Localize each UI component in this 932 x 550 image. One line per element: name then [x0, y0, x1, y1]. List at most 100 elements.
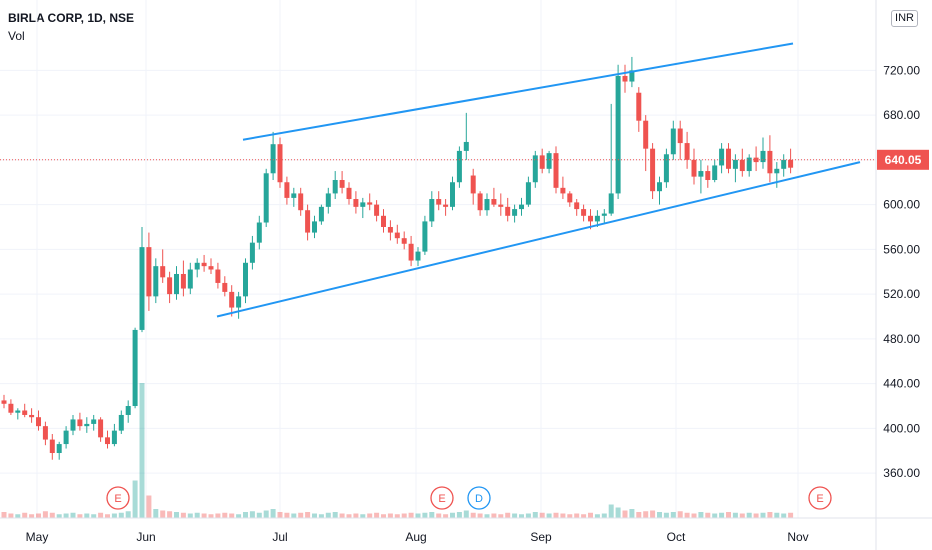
candle-body — [519, 204, 524, 210]
volume-bar — [498, 514, 504, 518]
volume-bar — [670, 512, 676, 518]
volume-bar — [263, 510, 269, 518]
volume-bar — [374, 512, 380, 518]
volume-bar — [470, 512, 476, 518]
candle-body — [567, 193, 573, 203]
candle-body — [132, 329, 138, 407]
candle-body — [263, 173, 269, 223]
candle-body — [91, 419, 97, 424]
candle-body — [215, 269, 221, 283]
y-tick-label: 560.00 — [883, 242, 920, 256]
candle-body — [339, 180, 345, 188]
volume-bar — [719, 512, 725, 518]
candle-body — [739, 159, 745, 172]
event-label: E — [438, 493, 445, 505]
candle-body — [415, 251, 421, 261]
earnings-event-icon — [106, 486, 130, 510]
earnings-event-icon — [430, 486, 454, 510]
volume-bar — [153, 509, 159, 518]
candle-body — [22, 410, 28, 415]
event-label: E — [114, 493, 121, 505]
candle-body — [118, 414, 124, 431]
symbol-label[interactable]: BIRLA CORP, 1D, NSE — [8, 11, 135, 25]
x-tick-label: May — [26, 530, 49, 544]
candle-body — [774, 168, 780, 174]
volume-bar — [581, 514, 587, 518]
volume-bar — [643, 511, 649, 518]
candle-body — [450, 182, 455, 207]
candle-body — [201, 262, 207, 267]
volume-bar — [401, 513, 407, 518]
volume-bar — [546, 513, 552, 518]
volume-bar — [284, 512, 290, 518]
volume-bar — [650, 510, 656, 518]
volume-bar — [525, 513, 531, 518]
candle-body — [608, 193, 614, 214]
candle-body — [270, 144, 276, 174]
volume-bar — [256, 512, 262, 518]
candle-body — [56, 444, 62, 454]
volume-bar — [663, 512, 669, 518]
candle-body — [691, 159, 697, 177]
candle-body — [726, 148, 731, 169]
volume-indicator-label[interactable]: Vol — [8, 29, 25, 43]
currency-badge[interactable]: INR — [891, 10, 918, 27]
volume-bar — [208, 514, 214, 518]
candle-body — [174, 273, 179, 295]
candle-body — [422, 221, 428, 252]
candle-body — [29, 414, 35, 418]
candle-body — [588, 215, 593, 222]
volume-bar — [305, 512, 311, 518]
candle-body — [663, 154, 669, 183]
volume-bar — [139, 383, 145, 518]
volume-bar — [705, 512, 711, 518]
volume-bar — [332, 512, 338, 518]
candle-body — [746, 157, 752, 172]
candle-body — [781, 159, 787, 169]
volume-bar — [684, 512, 690, 518]
volume-bar — [277, 512, 283, 518]
volume-bar — [146, 495, 152, 518]
volume-bar — [229, 513, 235, 518]
candle-body — [98, 419, 104, 438]
candle-body — [546, 153, 552, 169]
candle-body — [42, 426, 48, 440]
x-tick-label: Aug — [405, 530, 426, 544]
candle-body — [456, 150, 462, 183]
candle-body — [539, 155, 545, 169]
volume-bar — [8, 513, 14, 518]
candle-body — [463, 141, 469, 151]
volume-bar — [436, 513, 442, 518]
candle-body — [312, 221, 317, 233]
volume-bar — [98, 512, 104, 518]
chart-legend: BIRLA CORP, 1D, NSE Vol — [8, 9, 134, 45]
volume-bar — [318, 514, 324, 518]
candle-body — [636, 92, 642, 121]
volume-bar — [222, 512, 228, 518]
candle-body — [353, 199, 359, 207]
candle-body — [553, 153, 559, 188]
x-tick-label: Jul — [272, 530, 287, 544]
volume-bar — [698, 512, 704, 518]
volume-bar — [56, 514, 62, 518]
volume-bar — [353, 513, 359, 518]
volume-bar — [477, 513, 483, 518]
candle-body — [63, 430, 69, 445]
candle-body — [291, 193, 297, 198]
candle-body — [394, 232, 400, 239]
volume-bar — [429, 512, 435, 518]
volume-bar — [236, 514, 242, 518]
upper-trendline — [242, 42, 794, 141]
volume-bar — [91, 514, 97, 518]
y-tick-label: 600.00 — [883, 198, 920, 212]
candle-body — [1, 400, 7, 404]
volume-bar — [746, 512, 752, 518]
candle-body — [387, 226, 393, 233]
volume-bar — [42, 511, 48, 518]
candle-body — [77, 419, 83, 427]
volume-bar — [505, 512, 511, 518]
volume-bar — [608, 504, 614, 518]
candle-body — [374, 204, 380, 216]
candle-body — [194, 262, 200, 270]
